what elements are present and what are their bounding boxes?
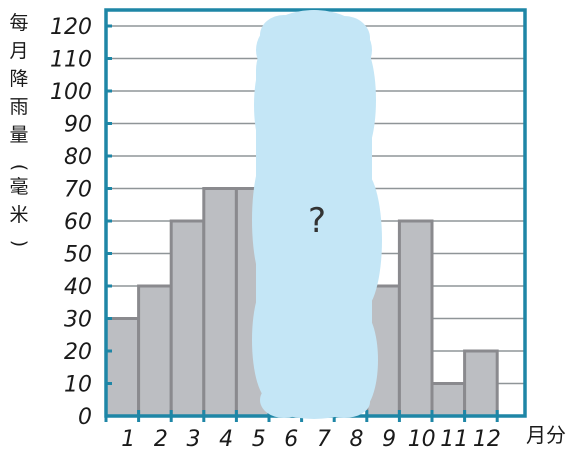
y-tick-label: 40 xyxy=(64,275,92,300)
y-tick-label: 0 xyxy=(78,405,92,430)
bar-month-2 xyxy=(137,284,173,418)
bar-month-4 xyxy=(202,187,238,418)
y-axis-label-char: 雨 xyxy=(9,96,29,118)
y-axis-label-char: 米 xyxy=(9,204,29,226)
x-axis-unit: 月分 xyxy=(526,423,566,447)
x-tick-label: 6 xyxy=(284,427,298,450)
y-tick-label: 80 xyxy=(64,145,92,170)
bar-month-10 xyxy=(397,219,434,418)
y-tick-label: 120 xyxy=(50,15,92,40)
x-tick-label: 2 xyxy=(154,427,168,450)
x-tick-label: 10 xyxy=(408,427,436,450)
x-tick-labels: 1 2 3 4 5 6 7 8 9 10 11 12 xyxy=(121,427,501,450)
y-tick-label: 90 xyxy=(64,113,92,138)
y-tick-label: 110 xyxy=(50,48,92,73)
y-axis-label-char: 每 xyxy=(9,12,29,34)
x-tick-label: 7 xyxy=(317,427,331,450)
bar-month-1 xyxy=(104,317,141,418)
y-axis-label-char: 毫 xyxy=(9,176,29,198)
x-tick-label: 8 xyxy=(350,427,364,450)
x-tick-label: 4 xyxy=(219,427,233,450)
y-tick-label: 70 xyxy=(64,178,92,203)
cloud-body xyxy=(256,30,372,406)
bar-month-3 xyxy=(169,219,206,418)
y-tick-labels: 0 10 20 30 40 50 60 70 80 90 100 110 120 xyxy=(50,15,92,430)
y-tick-label: 50 xyxy=(64,243,92,268)
x-tick-label: 12 xyxy=(473,427,501,450)
y-tick-label: 60 xyxy=(64,210,92,235)
y-axis-label-char: 降 xyxy=(9,68,29,90)
x-tick-label: 5 xyxy=(252,427,266,450)
bar-month-11 xyxy=(430,382,467,418)
y-axis-label-char: 月 xyxy=(9,40,29,62)
y-tick-label: 10 xyxy=(64,373,92,398)
y-tick-label: 20 xyxy=(64,340,92,365)
x-tick-label: 9 xyxy=(382,427,396,450)
y-axis-label-char: 量 xyxy=(9,124,29,146)
x-tick-label: 11 xyxy=(440,427,468,450)
question-mark: ? xyxy=(308,201,326,241)
y-tick-label: 100 xyxy=(50,80,92,105)
x-tick-label: 3 xyxy=(187,427,201,450)
hidden-data-cloud xyxy=(252,10,382,419)
y-tick-label: 30 xyxy=(64,308,92,333)
x-tick-label: 1 xyxy=(121,427,135,450)
bars xyxy=(104,187,499,418)
bar-month-12 xyxy=(463,349,499,418)
